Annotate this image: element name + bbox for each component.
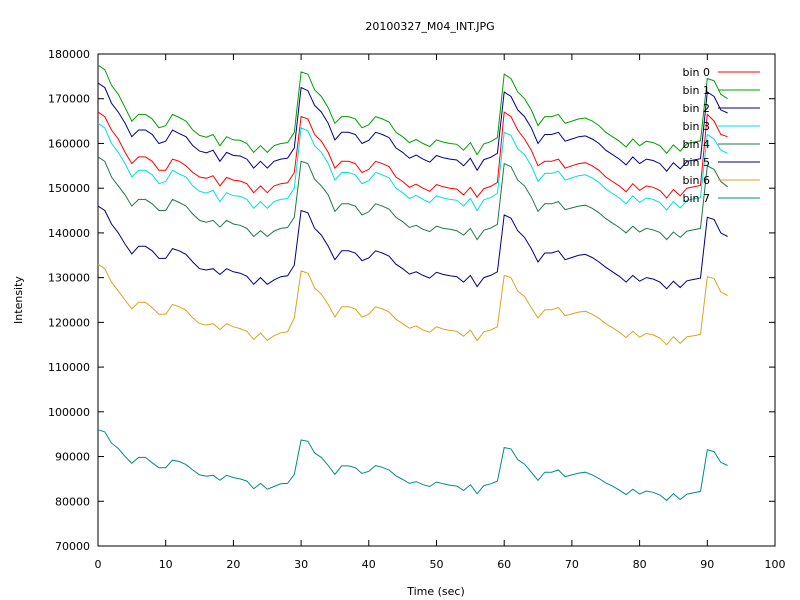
y-tick-label: 120000 xyxy=(48,316,90,329)
y-tick-label: 130000 xyxy=(48,272,90,285)
x-axis: 0 10 20 30 40 50 60 70 80 90 100 xyxy=(95,54,786,571)
x-tick-label: 70 xyxy=(565,558,579,571)
legend-label: bin 2 xyxy=(682,102,710,115)
series-lines xyxy=(97,64,728,502)
x-tick-label: 100 xyxy=(765,558,786,571)
legend-label: bin 0 xyxy=(682,66,710,79)
y-tick-label: 80000 xyxy=(55,495,90,508)
chart-title: 20100327_M04_INT.JPG xyxy=(365,20,494,33)
x-tick-label: 90 xyxy=(700,558,714,571)
x-axis-label: Time (sec) xyxy=(406,585,465,598)
y-tick-label: 110000 xyxy=(48,361,90,374)
y-axis-label: Intensity xyxy=(12,276,25,324)
x-tick-label: 30 xyxy=(294,558,308,571)
legend-label: bin 7 xyxy=(682,192,710,205)
legend-label: bin 6 xyxy=(682,174,710,187)
legend-label: bin 5 xyxy=(682,156,710,169)
series-line-bin-0 xyxy=(97,111,728,199)
y-tick-label: 150000 xyxy=(48,182,90,195)
y-tick-label: 100000 xyxy=(48,406,90,419)
series-line-bin-7 xyxy=(97,429,728,502)
series-line-bin-4 xyxy=(97,156,728,241)
series-line-bin-3 xyxy=(97,122,728,212)
x-tick-label: 50 xyxy=(430,558,444,571)
x-tick-label: 20 xyxy=(226,558,240,571)
series-line-bin-2 xyxy=(97,82,728,172)
y-tick-label: 160000 xyxy=(48,137,90,150)
y-tick-label: 140000 xyxy=(48,227,90,240)
x-tick-label: 60 xyxy=(497,558,511,571)
y-tick-label: 170000 xyxy=(48,93,90,106)
x-tick-label: 80 xyxy=(633,558,647,571)
series-line-bin-1 xyxy=(97,64,728,156)
series-line-bin-6 xyxy=(97,263,728,346)
legend-label: bin 3 xyxy=(682,120,710,133)
legend-label: bin 1 xyxy=(682,84,710,97)
x-tick-label: 40 xyxy=(362,558,376,571)
plot-frame xyxy=(97,53,776,547)
legend-label: bin 4 xyxy=(682,138,710,151)
y-tick-label: 90000 xyxy=(55,451,90,464)
series-line-bin-5 xyxy=(97,205,728,290)
x-tick-label: 0 xyxy=(95,558,102,571)
x-tick-label: 10 xyxy=(159,558,173,571)
y-tick-label: 70000 xyxy=(55,540,90,553)
legend: bin 0 bin 1 bin 2 bin 3 bin 4 bin 5 bin 6 bin 7 xyxy=(682,66,760,205)
y-axis: 70000 80000 90000 100000 110000 120000 130000 1… xyxy=(48,48,775,553)
y-tick-label: 180000 xyxy=(48,48,90,61)
